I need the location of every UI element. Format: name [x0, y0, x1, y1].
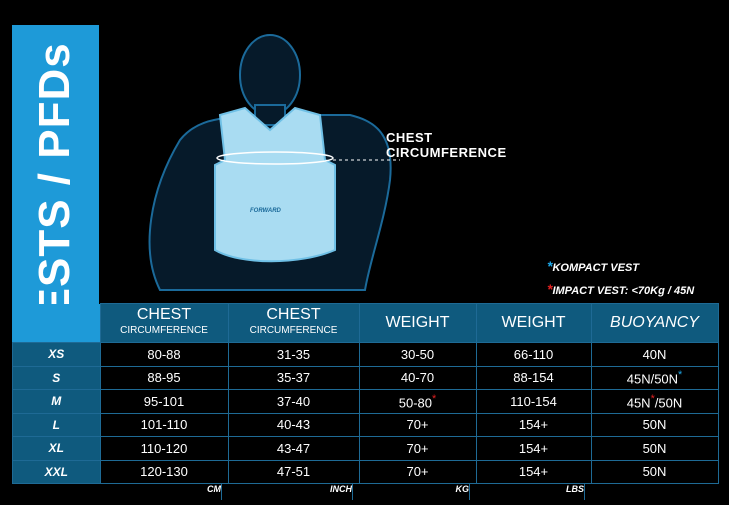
- header-buoyancy: BUOYANCY: [590, 303, 719, 343]
- value-cell: 154+: [475, 412, 592, 437]
- table-row: XL 110-120 43-47 70+ 154+ 50N: [12, 436, 719, 461]
- table-row: XXL 120-130 47-51 70+ 154+ 50N: [12, 459, 719, 484]
- value-cell: 70+: [358, 459, 477, 484]
- footnote-star: *: [650, 392, 655, 405]
- table-row: XS 80-88 31-35 30-50 66-110 40N: [12, 342, 719, 367]
- value-cell: 37-40: [227, 389, 360, 414]
- value-cell: 31-35: [227, 342, 360, 367]
- value-cell: 120-130: [99, 459, 229, 484]
- footnote-star: *: [678, 369, 683, 382]
- table-row: M 95-101 37-40 50-80* 110-154 45N*/50N: [12, 389, 719, 414]
- value-cell: 110-154: [475, 389, 592, 414]
- value-cell: 50N: [590, 412, 719, 437]
- value-cell: 154+: [475, 459, 592, 484]
- header-weight-kg: WEIGHT: [358, 303, 477, 343]
- size-cell: XL: [12, 436, 101, 461]
- value-cell: 80-88: [99, 342, 229, 367]
- value-cell: 88-95: [99, 365, 229, 390]
- header-chest-inch: CHEST CIRCUMFERENCE: [227, 303, 360, 343]
- size-cell: L: [12, 412, 101, 437]
- value-cell: 35-37: [227, 365, 360, 390]
- value-cell: 30-50: [358, 342, 477, 367]
- vest-shape: [214, 106, 336, 263]
- value-cell: 66-110: [475, 342, 592, 367]
- size-table: CHEST CIRCUMFERENCE CHEST CIRCUMFERENCE WE…: [12, 303, 719, 484]
- value-cell: 110-120: [99, 436, 229, 461]
- unit-lbs: LBS: [475, 484, 585, 500]
- note-kompact: *KOMPACT VEST: [547, 258, 640, 274]
- model-illustration: FORWARD: [148, 34, 400, 291]
- unit-kg: KG: [358, 484, 470, 500]
- value-cell: 50N: [590, 459, 719, 484]
- header-weight-lbs: WEIGHT: [475, 303, 592, 343]
- header-row: CHEST CIRCUMFERENCE CHEST CIRCUMFERENCE WE…: [12, 303, 719, 343]
- unit-inch: INCH: [227, 484, 353, 500]
- value-cell: 50-80*: [358, 389, 477, 414]
- value-cell: 40-43: [227, 412, 360, 437]
- value-cell: 101-110: [99, 412, 229, 437]
- note-impact: *IMPACT VEST: <70Kg / 45N: [547, 281, 695, 297]
- value-cell: 95-101: [99, 389, 229, 414]
- value-cell: 43-47: [227, 436, 360, 461]
- value-cell: 47-51: [227, 459, 360, 484]
- size-cell: S: [12, 365, 101, 390]
- page-title: VESTS / PFDs: [30, 42, 79, 348]
- unit-cm: CM: [99, 484, 222, 500]
- footnote-star: *: [432, 392, 437, 405]
- value-cell: 88-154: [475, 365, 592, 390]
- value-cell: 154+: [475, 436, 592, 461]
- value-cell: 70+: [358, 412, 477, 437]
- vest-logo: FORWARD: [250, 208, 282, 214]
- value-cell: 40-70: [358, 365, 477, 390]
- table-row: L 101-110 40-43 70+ 154+ 50N: [12, 412, 719, 437]
- size-cell: XS: [12, 342, 101, 367]
- table-row: S 88-95 35-37 40-70 88-154 45N/50N*: [12, 365, 719, 390]
- title-band: VESTS / PFDs: [12, 25, 99, 348]
- value-cell: 45N/50N*: [590, 365, 719, 390]
- value-cell: 45N*/50N: [590, 389, 719, 414]
- value-cell: 70+: [358, 436, 477, 461]
- size-cell: M: [12, 389, 101, 414]
- size-cell: XXL: [12, 459, 101, 484]
- chest-circumference-label: CHEST CIRCUMFERENCE: [386, 130, 507, 160]
- value-cell: 40N: [590, 342, 719, 367]
- legend-notes: *KOMPACT VEST *IMPACT VEST: <70Kg / 45N: [547, 256, 694, 302]
- header-chest-cm: CHEST CIRCUMFERENCE: [99, 303, 229, 343]
- value-cell: 50N: [590, 436, 719, 461]
